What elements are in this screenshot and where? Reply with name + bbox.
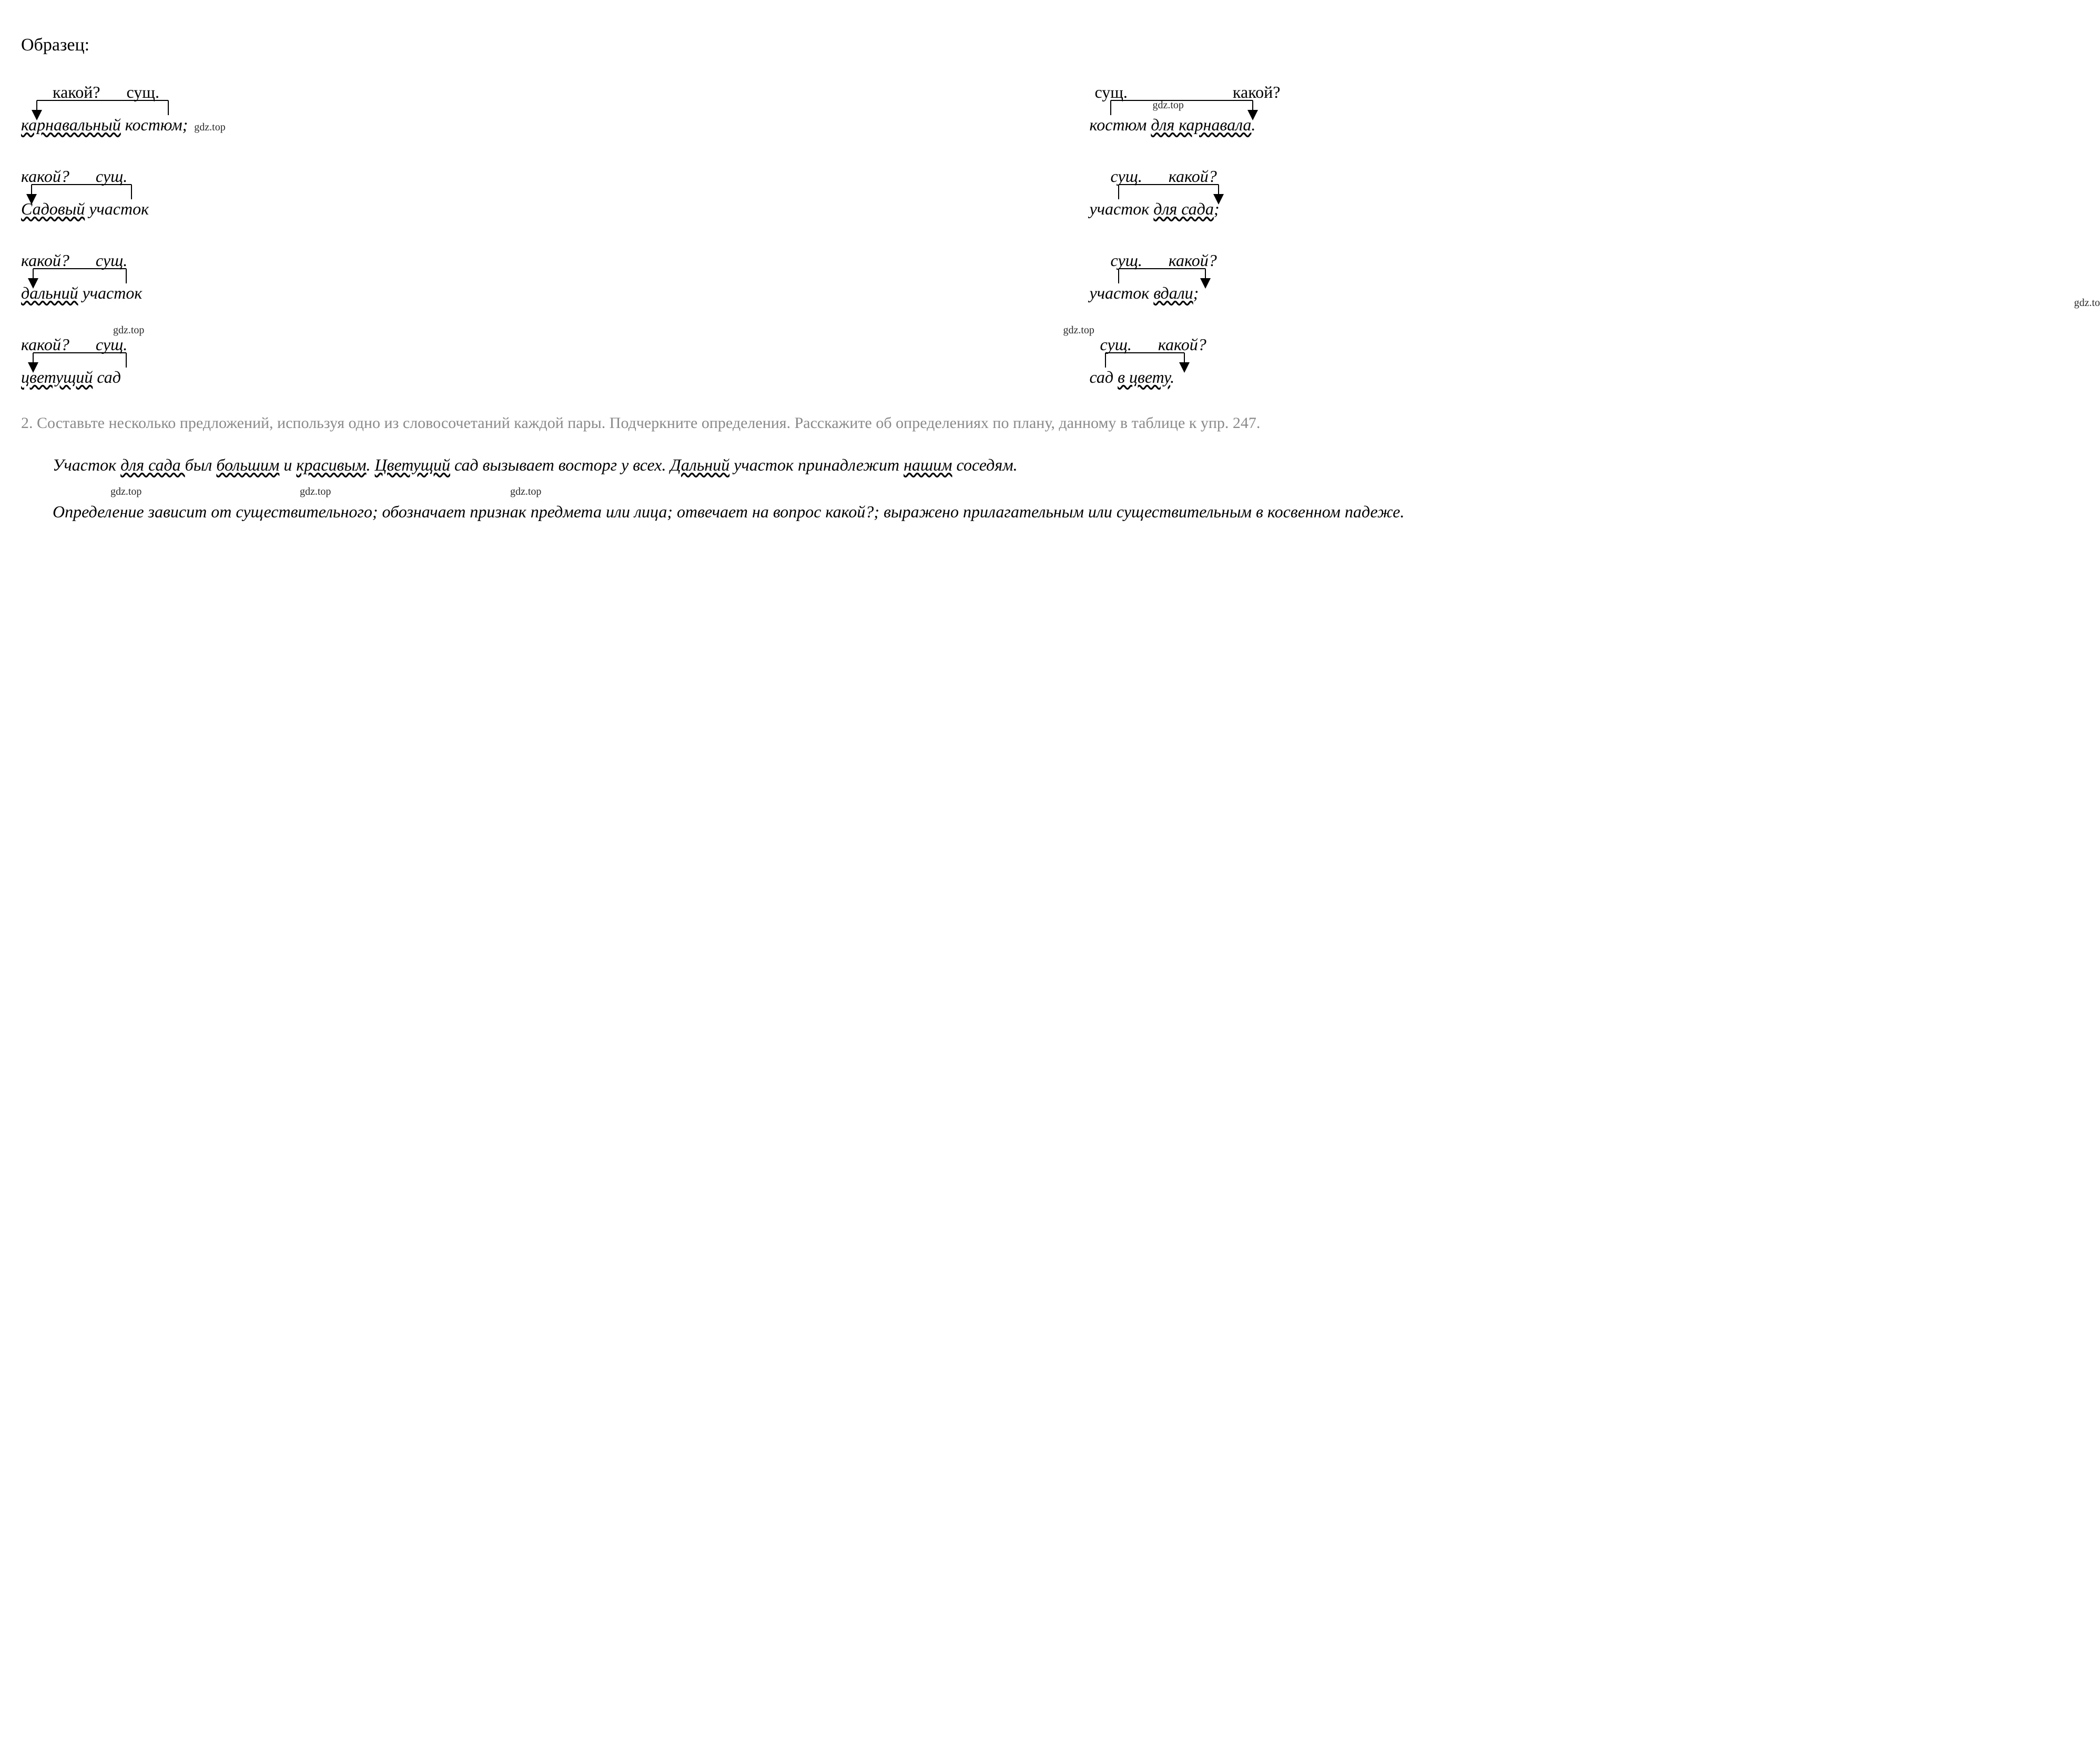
- modifier-word: для сада: [1153, 199, 1214, 218]
- text-run: был: [185, 455, 217, 474]
- annotation-question: какой?: [1158, 332, 1206, 357]
- phrase-left: gdz.top какой? сущ. цветущий сад: [21, 332, 1011, 390]
- phrase-left: какой? сущ. карнавальный костюм; gdz.top: [21, 79, 1011, 137]
- annotation-noun: сущ.: [127, 79, 159, 105]
- phrase-right: сущ. какой? участок вдали; gdz.top: [1090, 248, 2079, 305]
- watermark: gdz.top: [110, 484, 141, 500]
- head-word: участок: [89, 199, 149, 218]
- watermark: gdz.top: [510, 484, 541, 500]
- annotation-noun: сущ.: [1100, 332, 1132, 357]
- phrase-right: сущ. какой? участок для сада;: [1090, 164, 2079, 221]
- section-heading: Образец:: [21, 32, 2079, 58]
- modifier-word: Садовый: [21, 199, 85, 218]
- watermark: gdz.top: [2074, 295, 2100, 311]
- phrase-text: сад в цвету.: [1090, 364, 1175, 390]
- pair-row: gdz.top какой? сущ. цветущий сад gdz.top…: [21, 332, 2079, 390]
- modifier-word: для карнавала: [1151, 115, 1251, 134]
- annotation-noun: сущ.: [96, 248, 127, 273]
- annotation-noun: сущ.: [96, 164, 127, 189]
- annotation-noun: сущ.: [1111, 164, 1142, 189]
- phrase-left: какой? сущ. дальний участок: [21, 248, 1011, 305]
- head-word: участок: [1090, 283, 1150, 302]
- phrase-text: карнавальный костюм; gdz.top: [21, 112, 226, 137]
- pair-row: какой? сущ. дальний участок сущ. какой?: [21, 248, 2079, 305]
- watermark-row: gdz.top gdz.top gdz.top: [21, 484, 2079, 498]
- modifier-word: большим: [216, 455, 279, 474]
- head-word: костюм: [125, 115, 182, 134]
- phrase-right: сущ. какой? gdz.top костюм для карнавала…: [1090, 79, 2079, 137]
- suffix: .: [1251, 115, 1255, 134]
- annotation-question: какой?: [1169, 164, 1217, 189]
- modifier-word: в цвету: [1118, 368, 1170, 386]
- pairs-container: какой? сущ. карнавальный костюм; gdz.top…: [21, 79, 2079, 390]
- pair-row: какой? сущ. Садовый участок сущ. какой?: [21, 164, 2079, 221]
- modifier-word: цветущий: [21, 368, 93, 386]
- suffix: ;: [182, 115, 188, 134]
- phrase-text: Садовый участок: [21, 196, 149, 221]
- modifier-word: дальний: [21, 283, 78, 302]
- modifier-word: вдали: [1153, 283, 1193, 302]
- annotation-question: какой?: [1169, 248, 1217, 273]
- text-run: Участок: [53, 455, 120, 474]
- annotation-question: какой?: [21, 332, 69, 357]
- modifier-word: красивым: [296, 455, 366, 474]
- head-word: сад: [1090, 368, 1114, 386]
- example-paragraph-1: Участок для сада был большим и красивым.…: [21, 452, 2079, 478]
- text-run: соседям.: [952, 455, 1018, 474]
- head-word: костюм: [1090, 115, 1147, 134]
- suffix: .: [1170, 368, 1174, 386]
- annotation-question: какой?: [21, 248, 69, 273]
- head-word: участок: [83, 283, 143, 302]
- watermark: gdz.top: [1063, 322, 1094, 338]
- modifier-word: карнавальный: [21, 115, 121, 134]
- instruction-text: 2. Составьте несколько предложений, испо…: [21, 411, 2079, 436]
- modifier-word: нашим: [904, 455, 952, 474]
- phrase-text: цветущий сад: [21, 364, 121, 390]
- watermark: gdz.top: [1153, 97, 1184, 113]
- head-word: участок: [1090, 199, 1150, 218]
- annotation-question: какой?: [53, 79, 100, 105]
- watermark: gdz.top: [300, 484, 331, 500]
- suffix: ;: [1214, 199, 1220, 218]
- annotation-noun: сущ.: [1111, 248, 1142, 273]
- annotation-question: какой?: [1233, 79, 1281, 105]
- phrase-text: участок вдали;: [1090, 280, 1199, 305]
- text-run: участок принадлежит: [729, 455, 904, 474]
- text-run: .: [367, 455, 375, 474]
- pair-row: какой? сущ. карнавальный костюм; gdz.top…: [21, 79, 2079, 137]
- example-paragraph-2: Определение зависит от существительного;…: [21, 498, 2079, 525]
- phrase-text: костюм для карнавала.: [1090, 112, 1256, 137]
- phrase-text: участок для сада;: [1090, 196, 1220, 221]
- annotation-noun: сущ.: [96, 332, 127, 357]
- modifier-word: Дальний: [671, 455, 730, 474]
- head-word: сад: [97, 368, 121, 386]
- modifier-word: Цветущий: [375, 455, 450, 474]
- text-run: сад вызывает восторг у всех.: [450, 455, 671, 474]
- phrase-right: gdz.top сущ. какой? сад в цвету.: [1090, 332, 2079, 390]
- modifier-word: для сада: [120, 455, 185, 474]
- suffix: ;: [1193, 283, 1199, 302]
- annotation-noun: сущ.: [1095, 79, 1128, 105]
- text-run: и: [279, 455, 296, 474]
- phrase-text: дальний участок: [21, 280, 142, 305]
- watermark: gdz.top: [194, 121, 225, 133]
- annotation-question: какой?: [21, 164, 69, 189]
- phrase-left: какой? сущ. Садовый участок: [21, 164, 1011, 221]
